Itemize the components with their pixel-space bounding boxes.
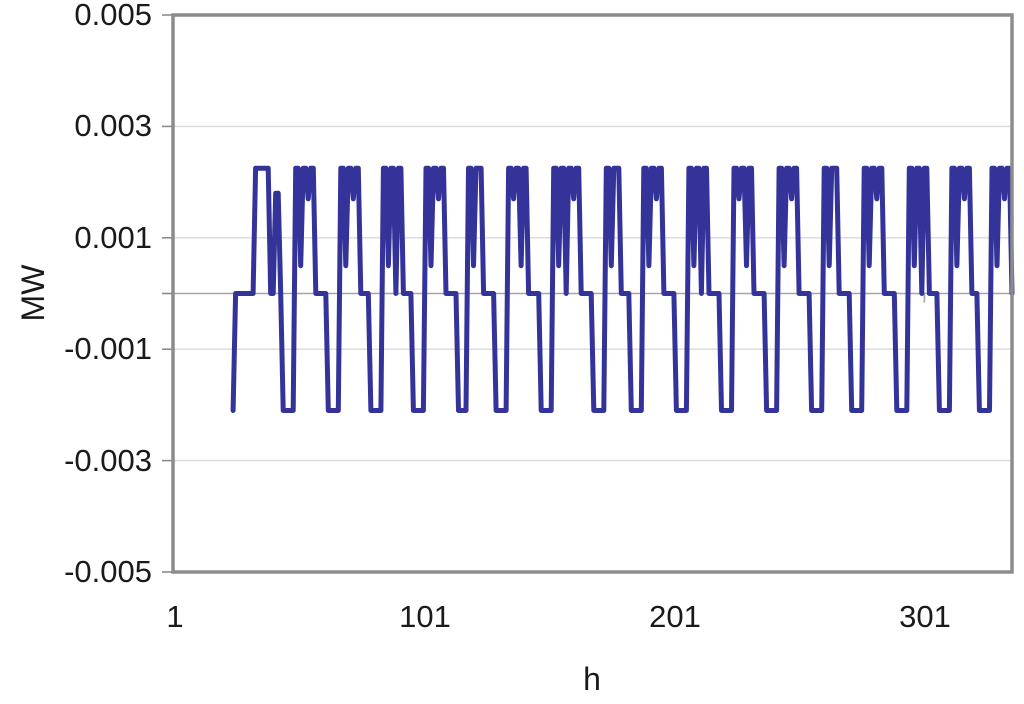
y-tick-label: -0.003 [64, 443, 152, 478]
y-tick-label: -0.005 [64, 554, 152, 589]
y-tick-label: -0.001 [64, 331, 152, 366]
y-tick-label: 0.003 [74, 108, 152, 143]
y-axis-title: MW [15, 264, 51, 322]
x-tick-label: 201 [649, 599, 701, 634]
y-tick-label: 0.005 [74, 0, 152, 32]
y-tick-label: 0.001 [74, 220, 152, 255]
x-tick-label: 1 [166, 599, 184, 634]
x-tick-label: 301 [899, 599, 951, 634]
x-axis-title: h [583, 661, 601, 697]
x-tick-label: 101 [399, 599, 451, 634]
